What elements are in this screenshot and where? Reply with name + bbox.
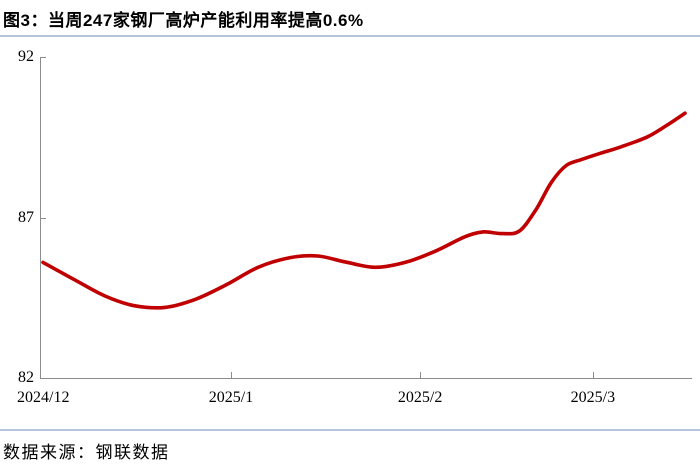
x-axis-label: 2024/12 bbox=[17, 389, 70, 406]
y-axis-label: 87 bbox=[18, 208, 34, 226]
y-axis-label: 82 bbox=[18, 369, 34, 386]
x-axis-label: 2025/2 bbox=[397, 389, 443, 406]
chart-title: 图3：当周247家钢厂高炉产能利用率提高0.6% bbox=[3, 11, 364, 30]
x-axis-label: 2025/3 bbox=[570, 389, 616, 406]
data-source: 数据来源：钢联数据 bbox=[3, 443, 170, 462]
bottom-divider bbox=[0, 429, 700, 431]
plot-svg bbox=[40, 57, 692, 379]
y-axis-label: 92 bbox=[18, 48, 34, 65]
chart-area: 92 87 82 2024/12 2025/1 2025/2 2025/3 bbox=[0, 40, 700, 425]
trend-line bbox=[41, 111, 687, 310]
top-divider bbox=[0, 35, 700, 37]
x-axis-label: 2025/1 bbox=[208, 389, 254, 406]
